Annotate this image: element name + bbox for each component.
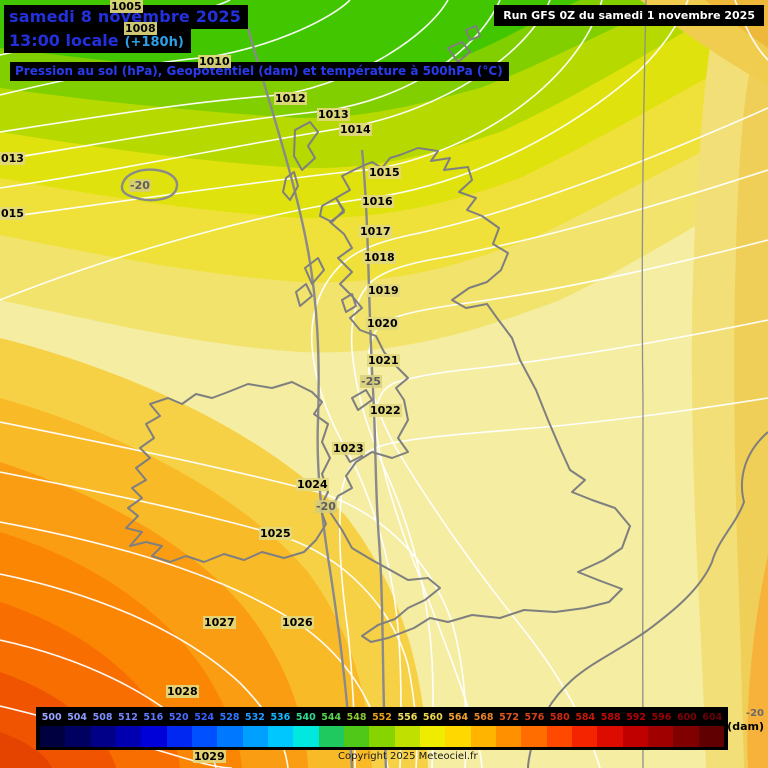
meridian-line xyxy=(641,0,647,768)
map-subtitle: Pression au sol (hPa), Geopotentiel (dam… xyxy=(10,62,509,81)
colorbar-value: 536 xyxy=(270,712,291,723)
copyright-text: Copyright 2025 Meteociel.fr xyxy=(338,751,478,762)
colorbar-unit-block: -20 (dam) xyxy=(718,708,764,733)
colorbar-value: 512 xyxy=(118,712,138,723)
forecast-local-time: 13:00 locale xyxy=(9,31,119,50)
colorbar-value: 600 xyxy=(676,712,697,723)
colorbar-cell xyxy=(419,726,446,747)
temp-contour-minus20 xyxy=(246,27,354,768)
colorbar-value: 548 xyxy=(346,712,367,723)
colorbar-cell xyxy=(293,726,319,747)
colorbar-scale xyxy=(39,725,725,748)
forecast-hour-offset: (+180h) xyxy=(124,35,184,50)
colorbar-unit-extra: -20 xyxy=(745,708,764,719)
colorbar-value: 576 xyxy=(524,712,545,723)
colorbar-value: 556 xyxy=(397,712,418,723)
colorbar-cell xyxy=(521,726,547,747)
colorbar-value: 516 xyxy=(143,712,164,723)
colorbar-cell xyxy=(495,726,522,747)
colorbar-value: 552 xyxy=(372,712,392,723)
colorbar-value: 540 xyxy=(295,712,316,723)
colorbar-value: 528 xyxy=(219,712,240,723)
forecast-time: 13:00 locale (+180h) xyxy=(4,29,191,53)
colorbar-value: 572 xyxy=(499,712,519,723)
colorbar-value: 500 xyxy=(41,712,62,723)
colorbar-value: 520 xyxy=(168,712,189,723)
colorbar-value: 524 xyxy=(194,712,215,723)
colorbar-value: 596 xyxy=(651,712,672,723)
model-run-info: Run GFS 0Z du samedi 1 novembre 2025 xyxy=(494,5,764,26)
colorbar-cell xyxy=(622,726,648,747)
colorbar-cell xyxy=(343,726,370,747)
colorbar-value: 504 xyxy=(67,712,88,723)
colorbar-cell xyxy=(394,726,420,747)
colorbar-cell xyxy=(166,726,192,747)
colorbar-cell xyxy=(673,726,699,747)
colorbar-panel: 500 504 508 512 516 520 524 528 532 536 540 544 548 5… xyxy=(36,707,728,750)
forecast-date: samedi 8 novembre 2025 xyxy=(4,5,249,29)
temp-contour-minus20-loop xyxy=(120,168,179,202)
colorbar-unit: (dam) xyxy=(727,720,764,733)
colorbar-cell xyxy=(141,726,167,747)
colorbar-cell xyxy=(242,726,268,747)
colorbar-cell xyxy=(369,726,395,747)
coastline-islands xyxy=(282,25,481,463)
colorbar-value: 564 xyxy=(448,712,469,723)
colorbar-cell xyxy=(40,726,66,747)
colorbar-value: 532 xyxy=(245,712,265,723)
colorbar-cell xyxy=(115,726,142,747)
colorbar-cell xyxy=(90,726,116,747)
colorbar-value: 508 xyxy=(92,712,113,723)
colorbar-cell xyxy=(698,726,724,747)
colorbar-value: 544 xyxy=(321,712,342,723)
colorbar-cell xyxy=(318,726,344,747)
colorbar-cell xyxy=(647,726,674,747)
colorbar-value: 604 xyxy=(702,712,723,723)
colorbar-value: 568 xyxy=(473,712,494,723)
colorbar-value: 580 xyxy=(549,712,570,723)
colorbar-cell xyxy=(470,726,496,747)
coastline-ireland xyxy=(125,381,331,563)
colorbar-cell xyxy=(191,726,218,747)
colorbar-value: 584 xyxy=(575,712,596,723)
colorbar-cell xyxy=(267,726,294,747)
colorbar-cell xyxy=(217,726,243,747)
colorbar-cell xyxy=(65,726,91,747)
colorbar-cell xyxy=(571,726,598,747)
colorbar-value: 588 xyxy=(600,712,621,723)
colorbar-cell xyxy=(597,726,623,747)
colorbar-value: 592 xyxy=(626,712,646,723)
colorbar-cell xyxy=(445,726,471,747)
colorbar-values-row: 500 504 508 512 516 520 524 528 532 536 540 544 548 5… xyxy=(39,710,725,725)
colorbar-value: 560 xyxy=(422,712,443,723)
coastline-great-britain xyxy=(329,147,631,643)
colorbar-cell xyxy=(546,726,572,747)
